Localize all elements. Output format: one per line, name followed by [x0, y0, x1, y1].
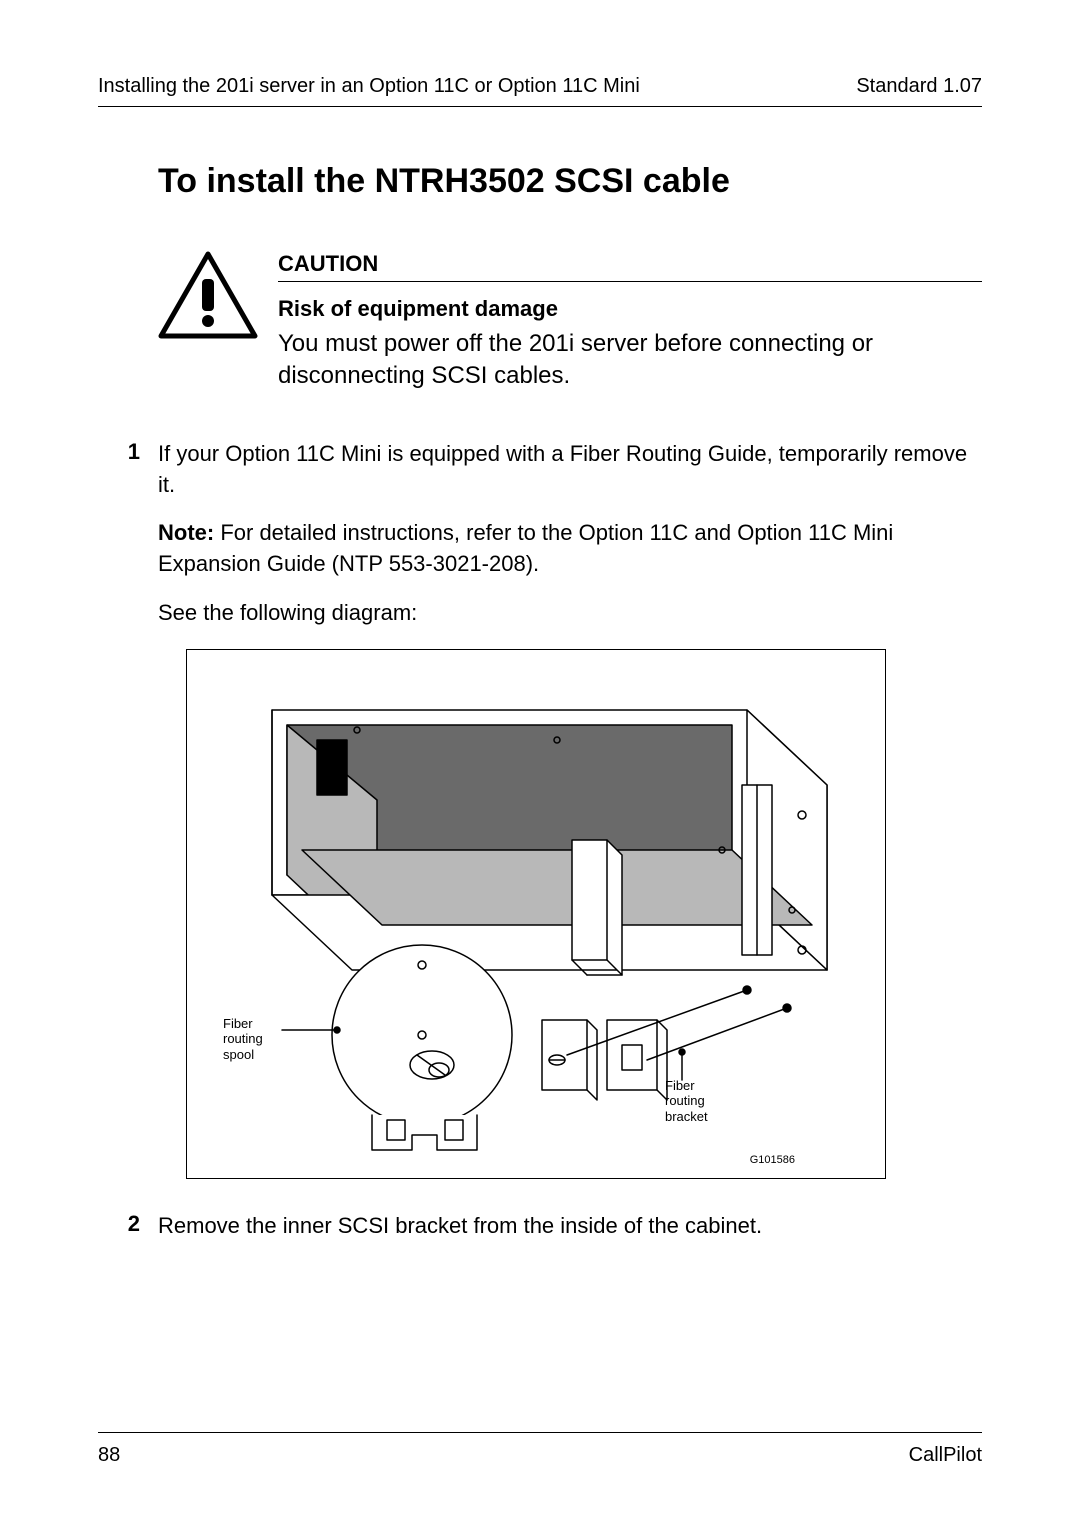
note-prefix: Note: [158, 520, 214, 545]
caution-icon-wrap [158, 251, 278, 393]
footer-product: CallPilot [909, 1444, 982, 1467]
caution-label: CAUTION [278, 251, 982, 277]
diagram-svg [187, 650, 887, 1180]
step-text: Remove the inner SCSI bracket from the i… [158, 1213, 762, 1238]
header-right: Standard 1.07 [856, 75, 982, 98]
step-body: Remove the inner SCSI bracket from the i… [158, 1211, 982, 1242]
footer-divider [98, 1432, 982, 1433]
page: Installing the 201i server in an Option … [0, 0, 1080, 1529]
step-note: Note: For detailed instructions, refer t… [158, 518, 982, 580]
step-1: 1 If your Option 11C Mini is equipped wi… [98, 439, 982, 629]
diagram-id: G101586 [750, 1154, 795, 1166]
caution-icon [158, 251, 258, 341]
step-2: 2 Remove the inner SCSI bracket from the… [98, 1211, 982, 1242]
step-number: 2 [98, 1211, 158, 1242]
diagram: Fiber routing spool Fiber routing bracke… [186, 649, 886, 1179]
caution-body: You must power off the 201i server befor… [278, 328, 982, 393]
diagram-label-spool: Fiber routing spool [223, 1016, 263, 1063]
note-text: For detailed instructions, refer to the … [158, 520, 893, 576]
page-title: To install the NTRH3502 SCSI cable [158, 162, 982, 201]
caution-text: CAUTION Risk of equipment damage You mus… [278, 251, 982, 393]
header-left: Installing the 201i server in an Option … [98, 75, 640, 98]
page-footer: 88 CallPilot [98, 1444, 982, 1467]
caution-block: CAUTION Risk of equipment damage You mus… [158, 251, 982, 393]
step-see: See the following diagram: [158, 598, 982, 629]
diagram-label-bracket: Fiber routing bracket [665, 1078, 708, 1125]
page-header: Installing the 201i server in an Option … [98, 75, 982, 107]
caution-divider [278, 281, 982, 282]
diagram-wrap: Fiber routing spool Fiber routing bracke… [186, 649, 982, 1179]
footer-page-number: 88 [98, 1444, 120, 1467]
steps: 1 If your Option 11C Mini is equipped wi… [98, 439, 982, 1242]
step-number: 1 [98, 439, 158, 629]
step-text: If your Option 11C Mini is equipped with… [158, 441, 967, 497]
step-body: If your Option 11C Mini is equipped with… [158, 439, 982, 629]
caution-subheading: Risk of equipment damage [278, 296, 982, 322]
